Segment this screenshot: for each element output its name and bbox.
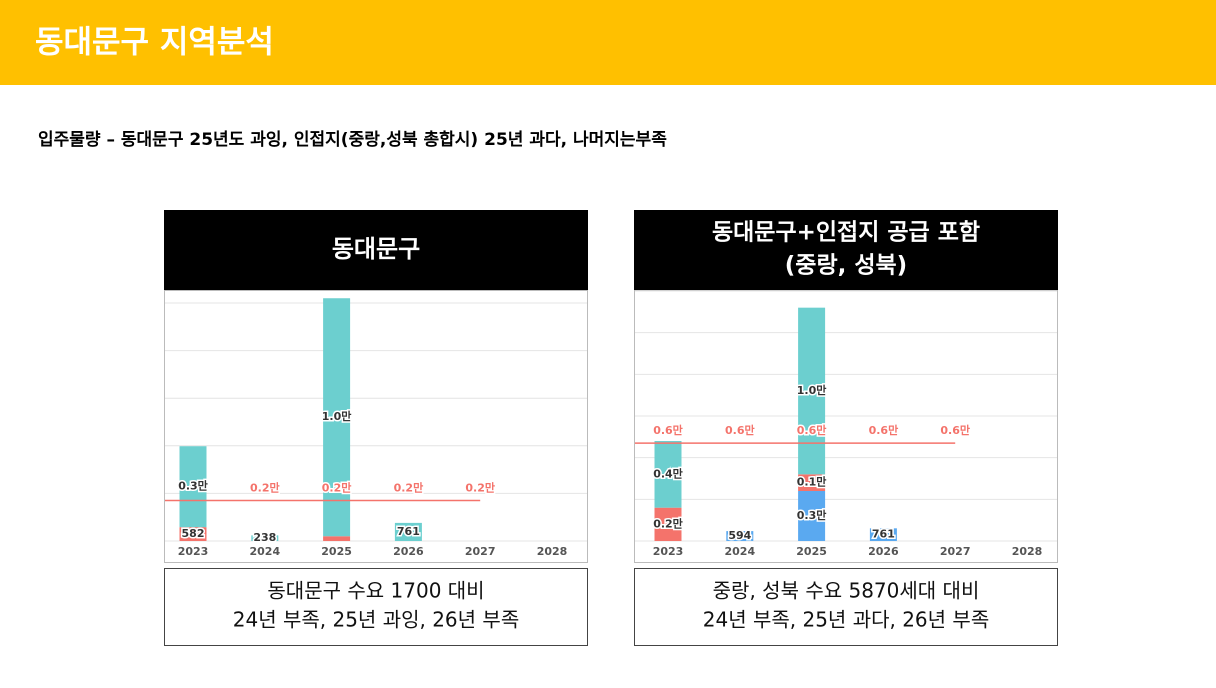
x-tick-label: 2026 <box>393 545 424 558</box>
bar-segment <box>726 531 754 541</box>
note-line: 동대문구 수요 1700 대비 <box>267 579 484 603</box>
x-tick-label: 2025 <box>321 545 352 558</box>
bar-segment <box>654 441 682 508</box>
data-label: 0.2만 <box>653 516 683 530</box>
chart-panel: 동대문구+인접지 공급 포함 (중랑, 성북) 중랑, 성북 수요 5870세대… <box>634 210 1058 646</box>
data-label: 0.2만 <box>250 481 280 495</box>
data-label: 0.6만 <box>869 423 899 437</box>
chart-title: 동대문구 <box>332 235 420 263</box>
note-line: 24년 부족, 25년 과다, 26년 부족 <box>703 608 989 632</box>
data-label: 0.6만 <box>797 423 827 437</box>
panel-header <box>634 210 1058 290</box>
x-tick-label: 2026 <box>868 545 899 558</box>
x-tick-label: 2027 <box>940 545 971 558</box>
x-tick-label: 2024 <box>249 545 280 558</box>
data-label: 0.3만 <box>797 508 827 522</box>
bar-segment <box>323 298 351 537</box>
data-label: 761 <box>397 525 420 538</box>
x-tick-label: 2027 <box>465 545 496 558</box>
x-tick-label: 2023 <box>178 545 209 558</box>
note-line: 24년 부족, 25년 과잉, 26년 부족 <box>233 608 519 632</box>
data-label: 761 <box>872 528 895 541</box>
slide-subtitle: 입주물량 – 동대문구 25년도 과잉, 인접지(중랑,성북 총합시) 25년 … <box>38 129 667 150</box>
header-bar <box>0 0 1216 85</box>
note-box <box>634 568 1058 646</box>
data-label: 0.6만 <box>725 423 755 437</box>
x-tick-label: 2023 <box>653 545 684 558</box>
data-label: 238 <box>253 531 276 544</box>
bar-segment <box>798 491 826 541</box>
bar-segment <box>394 522 422 541</box>
bar-segment <box>798 307 826 475</box>
slide-title: 동대문구 지역분석 <box>35 25 274 61</box>
data-label: 0.2만 <box>322 481 352 495</box>
data-label: 0.2만 <box>394 481 424 495</box>
bar-segment <box>251 535 279 541</box>
data-label: 0.6만 <box>653 423 683 437</box>
data-label: 0.6만 <box>940 423 970 437</box>
data-label: 0.1만 <box>797 475 827 489</box>
chart-panel: 동대문구 동대문구 수요 1700 대비 24년 부족, 25년 과잉, 26년… <box>164 210 588 646</box>
data-label: 0.4만 <box>653 466 683 480</box>
data-label: 594 <box>728 529 751 542</box>
bar-segment <box>654 507 682 541</box>
data-label: 0.2만 <box>465 481 495 495</box>
bar-segment <box>179 446 207 528</box>
x-tick-label: 2025 <box>796 545 827 558</box>
bar-segment <box>323 536 351 541</box>
plot-frame <box>634 290 1058 563</box>
panel-header <box>164 210 588 290</box>
bar-segment <box>179 527 207 541</box>
data-label: 1.0만 <box>797 383 827 397</box>
note-box <box>164 568 588 646</box>
chart-title: 동대문구+인접지 공급 포함 <box>712 220 980 246</box>
x-tick-label: 2024 <box>724 545 755 558</box>
bar-segment <box>798 474 826 491</box>
data-label: 1.0만 <box>322 409 352 423</box>
chart-subtitle: (중랑, 성북) <box>785 253 907 279</box>
plot-frame <box>164 290 588 563</box>
data-label: 582 <box>182 527 205 540</box>
note-line: 중랑, 성북 수요 5870세대 대비 <box>713 579 980 603</box>
x-tick-label: 2028 <box>1012 545 1043 558</box>
x-tick-label: 2028 <box>537 545 568 558</box>
data-label: 0.3만 <box>178 479 208 493</box>
bar-segment <box>869 528 897 541</box>
